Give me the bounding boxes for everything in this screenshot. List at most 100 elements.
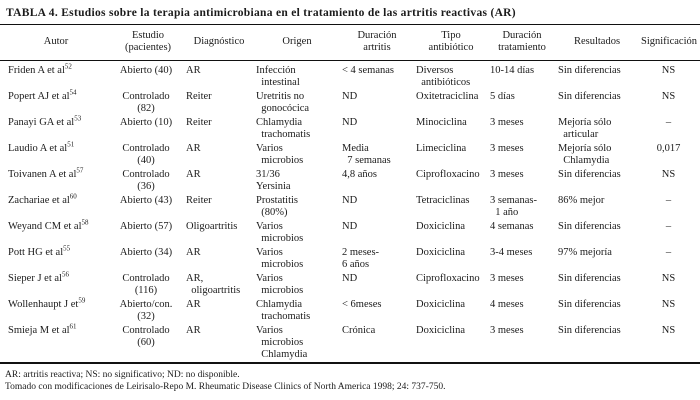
table-row: Pott HG et al55 Abierto (34) AR Varios micr… [0,244,700,272]
duracion-artritis-cell: < 6meses [342,299,382,310]
significacion-cell: NS [661,299,676,310]
reference-superscript: 56 [61,270,69,279]
diagnostico-cell: AR [186,299,201,310]
footnotes: AR: artritis reactiva; NS: no significat… [0,364,700,393]
tipo-antibiotico-cell: Oxitetraciclina [416,91,479,102]
author-cell: Weyand CM et al58 [0,218,112,246]
origen-cell: 31/36 Yersinia [256,169,291,192]
author-name: Popert AJ et al [8,91,70,102]
resultados-cell: Sin diferencias [558,325,621,336]
table-header: Autor Estudio (pacientes) Diagnóstico Or… [0,24,700,61]
author-cell: Toivanen A et al57 [0,167,112,194]
origen-cell: Varios microbios [256,221,304,244]
table-row: Sieper J et al56 Controlado (116) AR, olig… [0,270,700,298]
resultados-cell: 97% mejoría [558,247,612,258]
estudio-cell: Abierto (57) [119,221,173,232]
origen-cell: Infección intestinal [256,65,300,88]
author-name: Friden A et al [8,65,65,76]
table-row: Toivanen A et al57 Controlado (36) AR 31/36… [0,167,700,194]
study-table: Autor Estudio (pacientes) Diagnóstico Or… [0,24,700,364]
diagnostico-cell: Reiter [186,117,212,128]
author-cell: Panayi GA et al53 [0,115,112,142]
table-row: Panayi GA et al53 Abierto (10) Reiter Chlam… [0,115,700,142]
author-name: Sieper J et al [8,273,62,284]
diagnostico-cell: Oligoartritis [186,221,238,232]
tipo-antibiotico-cell: Ciprofloxacino [416,273,480,284]
table-row: Popert AJ et al54 Controlado (82) Reiter Ur… [0,89,700,116]
footnote-source: Tomado con modificaciones de Leirisalo-R… [5,382,446,392]
diagnostico-cell: AR [186,169,201,180]
estudio-cell: Controlado (82) [122,91,170,114]
diagnostico-cell: AR [186,143,201,154]
author-name: Weyand CM et al [8,221,82,232]
origen-cell: Varios microbios [256,273,304,296]
resultados-cell: Sin diferencias [558,299,621,310]
duracion-tratamiento-cell: 4 meses [490,299,524,310]
table-row: Smieja M et al61 Controlado (60) AR Varios … [0,322,700,363]
diagnostico-cell: AR [186,65,201,76]
estudio-cell: Abierto (10) [119,117,173,128]
significacion-cell: 0,017 [656,143,681,154]
author-name: Zachariae et al [8,195,70,206]
reference-superscript: 61 [69,322,77,331]
significacion-cell: – [665,247,672,258]
resultados-cell: Sin diferencias [558,221,621,232]
duracion-artritis-cell: Crónica [342,325,376,336]
estudio-cell: Controlado (36) [122,169,170,192]
reference-superscript: 58 [81,218,89,227]
duracion-artritis-cell: ND [342,221,358,232]
col-header-significacion: Significación [638,24,700,61]
author-cell: Laudio A et al51 [0,141,112,168]
tipo-antibiotico-cell: Doxiciclina [416,325,465,336]
tipo-antibiotico-cell: Tetraciclinas [416,195,470,206]
resultados-cell: Mejoría sólo Chlamydia [558,143,612,166]
duracion-tratamiento-cell: 3 meses [490,169,524,180]
estudio-cell: Abierto (34) [119,247,173,258]
col-header-autor: Autor [0,24,112,61]
duracion-tratamiento-cell: 3 semanas- 1 año [490,195,537,218]
tipo-antibiotico-cell: Minociclina [416,117,467,128]
estudio-cell: Abierto (40) [119,65,173,76]
author-cell: Smieja M et al61 [0,322,112,363]
duracion-tratamiento-cell: 3 meses [490,273,524,284]
author-cell: Wollenhaupt J et59 [0,297,112,324]
significacion-cell: NS [661,325,676,336]
footnote-abbreviations: AR: artritis reactiva; NS: no significat… [5,370,240,380]
tipo-antibiotico-cell: Limeciclina [416,143,467,154]
resultados-cell: Sin diferencias [558,273,621,284]
duracion-artritis-cell: < 4 semanas [342,65,394,76]
origen-cell: Uretritis no gonocócica [256,91,310,114]
duracion-artritis-cell: ND [342,117,358,128]
table-row: Laudio A et al51 Controlado (40) AR Varios … [0,141,700,168]
author-name: Toivanen A et al [8,169,77,180]
duracion-tratamiento-cell: 4 semanas [490,221,534,232]
col-header-diagnostico: Diagnóstico [184,24,254,61]
duracion-tratamiento-cell: 10-14 días [490,65,535,76]
origen-cell: Chlamydia trachomatis [256,299,311,322]
reference-superscript: 52 [64,62,72,71]
estudio-cell: Abierto/con. (32) [119,299,173,322]
significacion-cell: NS [661,65,676,76]
origen-cell: Varios microbios [256,247,304,270]
duracion-artritis-cell: 2 meses- 6 años [342,247,380,270]
resultados-cell: Sin diferencias [558,65,621,76]
reference-superscript: 60 [69,192,77,201]
table-row: Friden A et al52 Abierto (40) AR Infección … [0,61,700,91]
duracion-artritis-cell: ND [342,273,358,284]
estudio-cell: Controlado (116) [122,273,170,296]
reference-superscript: 55 [63,244,71,253]
col-header-duracion-tratamiento: Duración tratamiento [488,24,556,61]
duracion-tratamiento-cell: 3-4 meses [490,247,533,258]
header-row: Autor Estudio (pacientes) Diagnóstico Or… [0,24,700,61]
tipo-antibiotico-cell: Doxiciclina [416,299,465,310]
table-title: TABLA 4. Estudios sobre la terapia antim… [6,7,516,19]
tipo-antibiotico-cell: Doxiciclina [416,247,465,258]
significacion-cell: NS [661,169,676,180]
estudio-cell: Controlado (60) [122,325,170,348]
duracion-artritis-cell: ND [342,91,358,102]
author-cell: Sieper J et al56 [0,270,112,298]
duracion-tratamiento-cell: 3 meses [490,117,524,128]
table-row: Zachariae et al60 Abierto (43) Reiter Prost… [0,192,700,220]
duracion-artritis-cell: 4,8 años [342,169,377,180]
